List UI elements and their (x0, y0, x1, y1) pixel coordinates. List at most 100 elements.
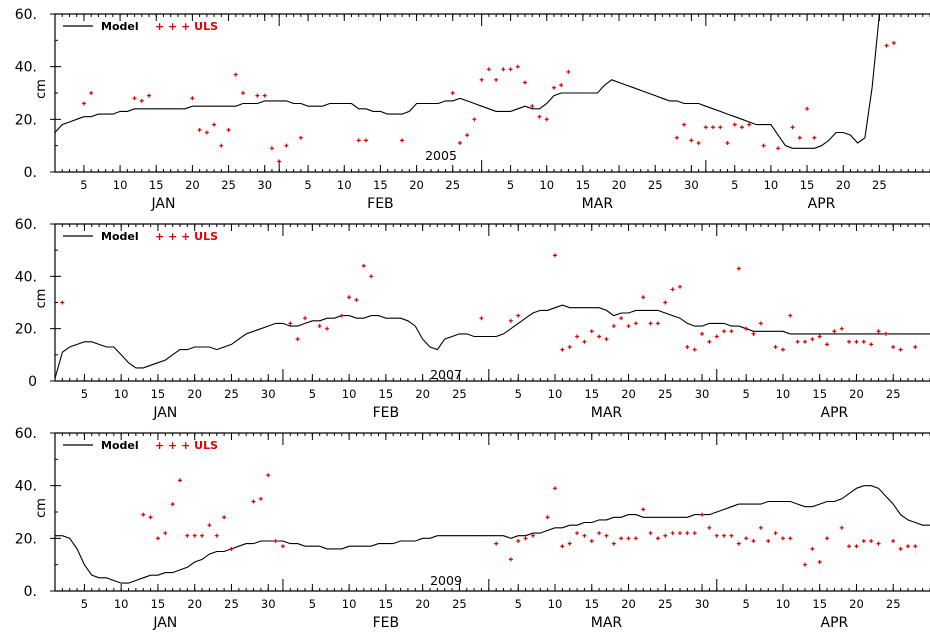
uls-point (758, 525, 763, 530)
y-tick-label: 0 (28, 374, 37, 390)
uls-point (876, 541, 881, 546)
year-label: 2009 (430, 573, 462, 588)
uls-point (891, 40, 896, 45)
uls-point (139, 98, 144, 103)
x-tick-label: 5 (731, 178, 738, 192)
uls-point (147, 93, 152, 98)
x-tick-label: 25 (658, 387, 673, 401)
uls-point (898, 347, 903, 352)
x-tick-label: 10 (113, 178, 128, 192)
uls-point (663, 300, 668, 305)
uls-point (508, 557, 513, 562)
x-tick-label: 5 (743, 597, 750, 611)
uls-point (269, 146, 274, 151)
uls-point (758, 321, 763, 326)
uls-point (575, 334, 580, 339)
y-tick-label: 0. (24, 165, 37, 181)
chart-panel-2005: 0. 20. 40. 60. cm 5 10 15 20 25 30 5 10 15 20 25 5 10 15 20… (15, 7, 930, 212)
x-tick-label: 5 (507, 178, 514, 192)
uls-point (729, 329, 734, 334)
uls-point (233, 72, 238, 77)
uls-point (773, 344, 778, 349)
month-label: APR (808, 196, 836, 212)
y-tick-label: 20. (15, 322, 37, 338)
uls-point (633, 321, 638, 326)
month-label: FEB (373, 405, 400, 421)
uls-point (277, 159, 282, 164)
x-tick-label: 20 (621, 387, 636, 401)
y-tick-label: 60. (15, 426, 37, 442)
uls-point (803, 562, 807, 567)
x-tick-label: 10 (539, 178, 554, 192)
x-tick-label: 25 (452, 387, 467, 401)
uls-point (722, 329, 727, 334)
x-tick-label: 15 (576, 178, 591, 192)
uls-point (288, 321, 293, 326)
uls-point (604, 533, 609, 538)
uls-point (222, 515, 227, 520)
uls-point (891, 538, 896, 543)
legend-uls-label: + + + ULS (155, 230, 218, 243)
year-label: 2007 (430, 367, 462, 382)
x-tick-label: 10 (548, 597, 563, 611)
uls-point (251, 499, 256, 504)
month-label: JAN (151, 196, 176, 212)
x-tick-label: 30 (261, 387, 276, 401)
uls-point (255, 93, 260, 98)
x-tick-label: 20 (849, 597, 864, 611)
year-label: 2005 (425, 148, 457, 163)
x-tick-label: 15 (379, 597, 394, 611)
uls-point (298, 135, 303, 140)
x-tick-label: 20 (187, 387, 202, 401)
uls-point (361, 263, 366, 268)
uls-point (739, 125, 744, 130)
uls-point (776, 146, 781, 151)
uls-point (589, 329, 594, 334)
uls-point (354, 297, 359, 302)
uls-point (913, 544, 918, 549)
x-tick-label: 20 (409, 178, 424, 192)
uls-point (773, 531, 778, 536)
x-tick-label: 25 (886, 387, 901, 401)
x-tick-label: 15 (584, 597, 599, 611)
legend-uls-label: + + + ULS (155, 439, 218, 452)
y-tick-label: 20. (15, 112, 37, 128)
uls-point (861, 538, 866, 543)
uls-point (700, 331, 705, 336)
x-tick-label: 5 (515, 597, 522, 611)
uls-point (788, 313, 793, 318)
x-tick-label: 5 (515, 387, 522, 401)
x-tick-label: 20 (185, 178, 200, 192)
x-tick-label: 20 (836, 178, 851, 192)
uls-point (566, 69, 571, 74)
uls-point (810, 337, 815, 342)
uls-point (751, 331, 756, 336)
uls-point (465, 133, 470, 138)
uls-point (718, 125, 723, 130)
uls-point (707, 339, 712, 344)
y-tick-label: 40. (15, 60, 37, 76)
uls-point (262, 93, 267, 98)
chart-panel-2009: 0. 20. 40. 60. cm 5 10 15 20 25 30 5 10 15 20 25 5 10 15 20… (15, 426, 930, 631)
uls-point (89, 91, 94, 95)
uls-point (317, 324, 322, 329)
uls-point (516, 538, 521, 543)
uls-point (736, 266, 741, 271)
x-tick-label: 15 (584, 387, 599, 401)
uls-point (523, 536, 528, 541)
y-tick-label: 40. (15, 269, 37, 285)
uls-point (854, 544, 859, 549)
uls-point (812, 135, 817, 140)
uls-point (883, 331, 888, 336)
uls-point (280, 544, 285, 549)
uls-point (736, 541, 741, 546)
uls-point (214, 533, 219, 538)
x-tick-label: 5 (81, 597, 88, 611)
x-tick-label: 10 (776, 387, 791, 401)
y-tick-label: 60. (15, 217, 37, 233)
y-tick-label: 20. (15, 531, 37, 547)
x-tick-label: 25 (221, 178, 236, 192)
month-label: MAR (582, 196, 614, 212)
uls-point (589, 538, 594, 543)
uls-point (626, 324, 631, 329)
